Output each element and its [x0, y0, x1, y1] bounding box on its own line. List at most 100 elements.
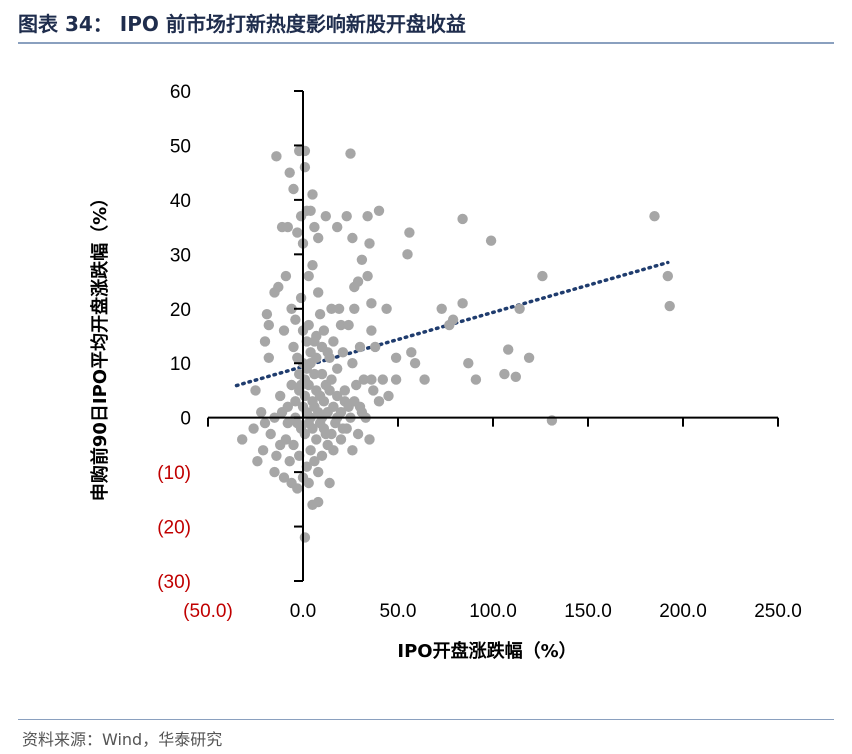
- data-point: [662, 270, 673, 282]
- y-tick-label: (10): [157, 463, 191, 484]
- data-point: [292, 227, 303, 238]
- data-point: [649, 211, 660, 222]
- data-point: [345, 148, 356, 159]
- data-point: [347, 232, 358, 244]
- y-tick-label: 50: [170, 136, 191, 157]
- data-point: [328, 401, 339, 412]
- data-point: [303, 270, 314, 282]
- data-point: [333, 303, 345, 314]
- data-point: [390, 352, 402, 363]
- data-point: [316, 341, 328, 353]
- data-point: [351, 379, 362, 391]
- data-point: [311, 434, 322, 445]
- data-point: [290, 396, 301, 407]
- data-point: [313, 496, 324, 508]
- data-point: [256, 407, 267, 418]
- data-point: [324, 477, 335, 489]
- data-point: [261, 309, 273, 320]
- data-point: [271, 450, 282, 461]
- data-point: [499, 368, 510, 380]
- y-tick-label: 30: [170, 245, 191, 266]
- x-tick-label: (50.0): [183, 601, 233, 622]
- data-point: [294, 450, 305, 461]
- data-point: [354, 341, 366, 353]
- data-point: [335, 434, 347, 445]
- data-point: [309, 368, 320, 380]
- data-point: [373, 205, 385, 216]
- data-point: [316, 368, 328, 380]
- data-point: [313, 232, 324, 244]
- data-point: [324, 385, 335, 396]
- y-axis-title: 申购前90日IPO平均开盘涨跌幅（%）: [89, 189, 111, 501]
- data-point: [381, 303, 392, 314]
- data-point: [265, 428, 276, 440]
- data-point: [362, 211, 373, 222]
- data-point: [288, 439, 299, 451]
- data-point: [402, 249, 413, 260]
- y-tick-label: 60: [170, 82, 191, 103]
- title-divider: [18, 42, 834, 44]
- data-point: [383, 390, 394, 402]
- data-point: [337, 423, 349, 434]
- data-point: [366, 325, 377, 336]
- data-point: [301, 336, 312, 347]
- data-point: [390, 374, 402, 385]
- data-point: [299, 162, 311, 173]
- data-point: [269, 466, 280, 478]
- data-point: [305, 205, 316, 216]
- data-point: [523, 352, 535, 363]
- scatter-chart: (50.0) 0.0 50.0 100.0 150.0 200.0 250.0 60 50 40 3…: [89, 82, 802, 662]
- data-point: [318, 396, 330, 407]
- data-point: [366, 374, 377, 385]
- data-point: [263, 352, 274, 363]
- data-point: [358, 374, 369, 385]
- data-point: [470, 374, 482, 385]
- data-point: [257, 445, 269, 456]
- tick-labels-layer: (50.0) 0.0 50.0 100.0 150.0 200.0 250.0 60 50 40 3…: [157, 82, 802, 622]
- y-tick-label: 20: [170, 300, 191, 321]
- data-point: [349, 303, 360, 314]
- data-point: [280, 270, 292, 282]
- data-point: [373, 396, 385, 407]
- data-point: [282, 221, 293, 233]
- data-point: [328, 336, 339, 347]
- data-point: [282, 417, 293, 429]
- data-point: [356, 407, 368, 418]
- data-point: [514, 303, 525, 314]
- data-point: [271, 151, 282, 162]
- data-point: [377, 374, 388, 385]
- data-point: [313, 466, 324, 478]
- data-point: [503, 344, 514, 355]
- data-point: [364, 238, 375, 249]
- axes-layer: [207, 90, 779, 582]
- data-point: [286, 379, 297, 391]
- data-point: [366, 298, 377, 309]
- data-point: [303, 477, 314, 489]
- data-point: [447, 314, 459, 325]
- x-tick-label: 250.0: [754, 601, 802, 622]
- y-tick-label: 40: [170, 191, 191, 212]
- data-point: [314, 309, 326, 320]
- x-tick-label: 200.0: [659, 601, 707, 622]
- points-layer: [237, 145, 675, 543]
- data-point: [263, 319, 274, 331]
- data-point: [463, 358, 474, 369]
- x-axis-title: IPO开盘涨跌幅（%）: [397, 640, 576, 662]
- data-point: [301, 461, 312, 472]
- data-point: [332, 363, 343, 374]
- data-point: [259, 417, 271, 429]
- data-point: [485, 235, 497, 246]
- data-point: [332, 221, 343, 233]
- data-point: [278, 325, 290, 336]
- source-note: 资料来源：Wind，华泰研究: [22, 730, 223, 749]
- data-point: [332, 390, 343, 402]
- data-point: [356, 254, 368, 265]
- data-point: [318, 325, 330, 336]
- data-point: [324, 352, 335, 363]
- data-point: [352, 428, 364, 440]
- data-point: [364, 434, 375, 445]
- data-point: [337, 347, 349, 358]
- data-point: [299, 374, 311, 385]
- y-tick-label: 10: [170, 354, 191, 375]
- y-tick-label: (30): [157, 572, 191, 593]
